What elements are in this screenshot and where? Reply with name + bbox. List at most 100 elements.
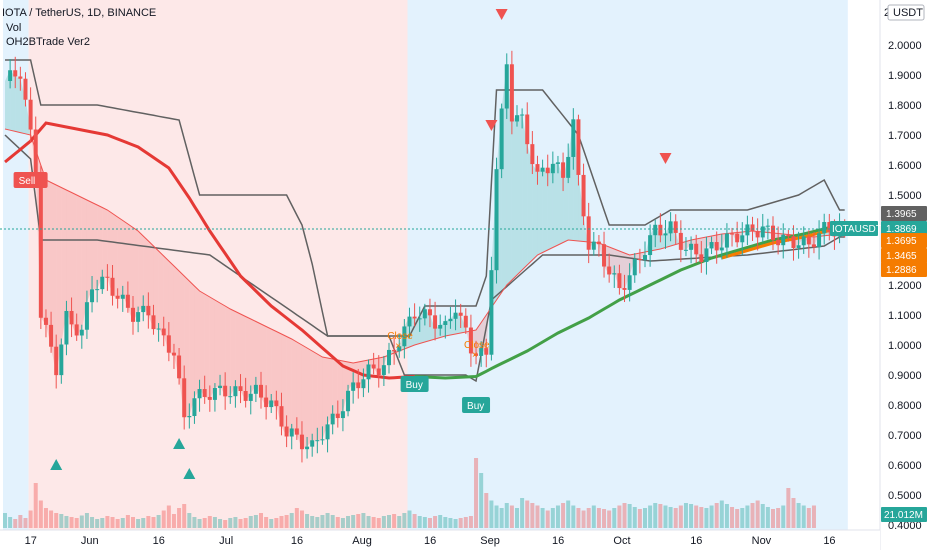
symbol-line: IOTA / TetherUS, 1D, BINANCE xyxy=(2,7,156,19)
volume-bar xyxy=(274,518,279,528)
volume-bar xyxy=(724,504,729,528)
volume-bar xyxy=(755,500,760,528)
time-axis[interactable]: 17 Jun 16 Jul 16 Aug 16 Sep 16 Oct 16 Nov 16 xyxy=(0,529,880,550)
volume-bar xyxy=(683,503,688,528)
price-tag-text: 1.3869 xyxy=(886,224,917,235)
candle-body xyxy=(827,222,832,233)
volume-bar xyxy=(571,505,576,528)
candle-body xyxy=(484,348,489,355)
ribbon-segment xyxy=(107,210,113,296)
volume-bar xyxy=(294,508,299,528)
volume-bar xyxy=(586,508,591,528)
volume-bar xyxy=(643,508,647,528)
volume-bar xyxy=(284,515,289,528)
ribbon-segment xyxy=(168,261,174,356)
y-tick-label: 1.7000 xyxy=(888,130,922,142)
volume-bar xyxy=(602,509,607,528)
candle-body xyxy=(648,235,653,256)
volume-bar xyxy=(525,500,530,528)
volume-bar xyxy=(43,508,48,528)
candle-body xyxy=(177,355,182,379)
ribbon-segment xyxy=(685,240,692,250)
buy-arrow-marker xyxy=(50,459,63,470)
volume-bar xyxy=(125,515,130,528)
volume-bar xyxy=(315,517,320,528)
volume-bar xyxy=(38,500,43,528)
candle-body xyxy=(340,411,345,419)
candle-body xyxy=(653,224,658,236)
volume-bar xyxy=(59,514,64,528)
ribbon-segment xyxy=(742,224,748,236)
candle-body xyxy=(402,326,407,347)
ribbon-segment xyxy=(552,162,558,248)
candle-body xyxy=(69,310,74,325)
candle-body xyxy=(18,76,23,79)
candle-body xyxy=(146,305,151,316)
volume-bar xyxy=(346,516,351,528)
volume-bar xyxy=(120,518,125,528)
volume-bar xyxy=(658,504,663,528)
volume-bar xyxy=(555,505,560,528)
volume-bar xyxy=(74,518,79,528)
ribbon-segment xyxy=(307,348,313,447)
candle-body xyxy=(448,318,453,322)
volume-bar xyxy=(84,513,89,528)
candle-body xyxy=(387,349,391,366)
candle-body xyxy=(161,328,166,336)
currency-badge[interactable]: USDT xyxy=(887,4,925,21)
volume-bar xyxy=(453,519,458,528)
candle-body xyxy=(489,270,494,355)
candle-body xyxy=(683,249,688,251)
ribbon-segment xyxy=(312,351,318,441)
candle-body xyxy=(627,275,632,290)
volume-bar xyxy=(648,505,653,528)
ribbon-segment xyxy=(460,315,466,333)
volume-bar xyxy=(141,518,146,528)
candle-body xyxy=(202,389,207,397)
candle-body xyxy=(120,294,125,299)
candle-body xyxy=(714,242,719,251)
volume-bar xyxy=(23,518,28,528)
ribbon-segment xyxy=(266,326,272,408)
volume-bar xyxy=(448,518,453,528)
ribbon-segment xyxy=(660,233,666,249)
sell-arrow-marker xyxy=(495,9,508,20)
volume-bar xyxy=(361,513,366,528)
ribbon-segment xyxy=(92,202,98,290)
candle-body xyxy=(796,245,801,248)
ribbon-segment xyxy=(97,205,103,290)
volume-bar xyxy=(637,509,642,528)
volume-bar xyxy=(484,493,489,528)
y-tick-label: 0.5000 xyxy=(888,490,922,502)
volume-bar xyxy=(438,515,443,528)
ribbon-segment xyxy=(317,354,323,441)
y-tick-label: 1.0000 xyxy=(888,340,922,352)
volume-bar xyxy=(381,516,386,528)
candle-body xyxy=(182,378,187,418)
candle-body xyxy=(668,221,673,234)
ribbon-segment xyxy=(66,190,72,325)
currency-badge-text: USDT xyxy=(893,7,923,19)
volume-bar xyxy=(171,514,176,528)
volume-bar xyxy=(187,513,192,528)
signal-zones xyxy=(3,0,848,530)
y-tick-label: 0.8000 xyxy=(888,400,922,412)
x-tick-label: 16 xyxy=(424,535,436,547)
candle-body xyxy=(786,234,791,237)
price-axis[interactable]: 22.00001.90001.80001.70001.60001.50001.4… xyxy=(830,0,932,550)
y-tick-label: 0.9000 xyxy=(888,370,922,382)
candle-body xyxy=(602,244,607,267)
close-signal-label: Close xyxy=(387,331,413,342)
ribbon-segment xyxy=(220,303,226,397)
candle-body xyxy=(223,385,228,397)
chart-legend: IOTA / TetherUS, 1D, BINANCE Vol OH2BTra… xyxy=(2,7,156,48)
volume-bar xyxy=(468,516,473,528)
candle-body xyxy=(801,236,806,246)
candle-body xyxy=(299,434,304,450)
ribbon-segment xyxy=(476,322,482,356)
volume-bar xyxy=(781,505,786,528)
volume-bar xyxy=(627,504,632,528)
volume-bar xyxy=(243,518,248,528)
